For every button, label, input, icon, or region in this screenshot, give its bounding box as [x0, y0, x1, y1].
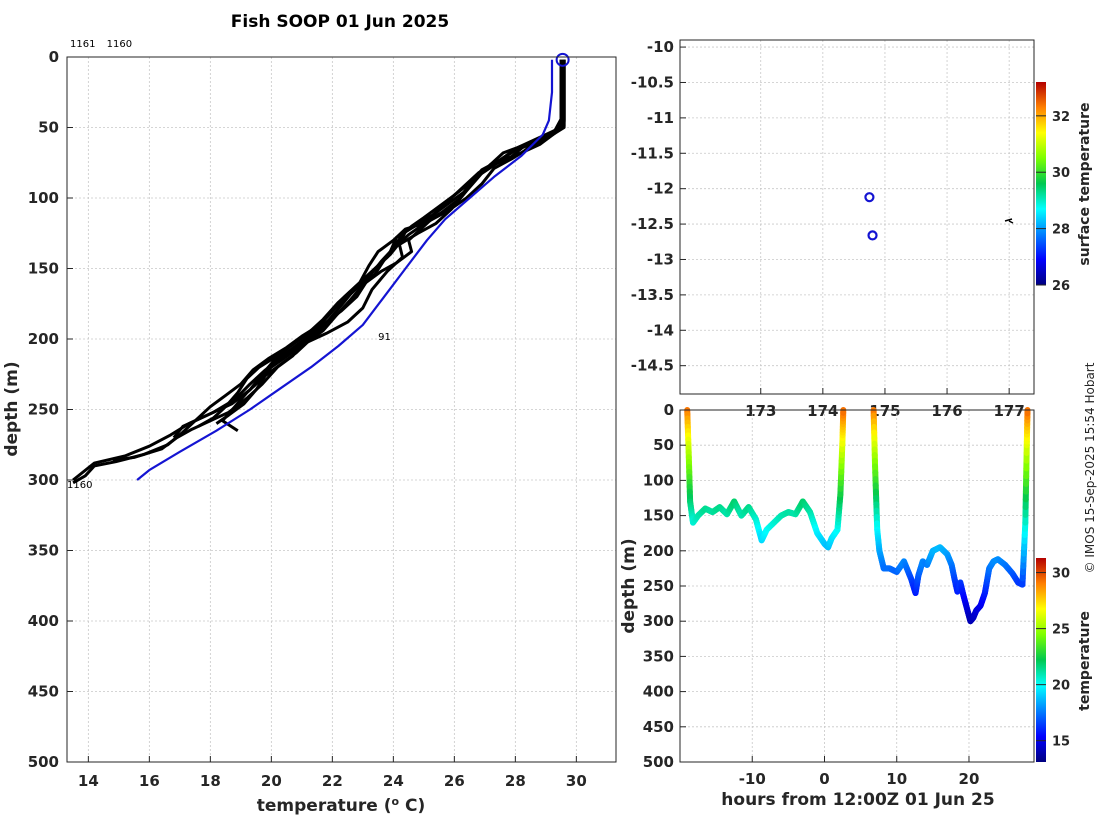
lon-tick-label: 176 [931, 402, 962, 420]
x-tick-label: 14 [78, 772, 99, 790]
hours-axis-label: hours from 12:00Z 01 Jun 25 [721, 790, 994, 810]
profile-annotations: 1161 1160 1160 91 [67, 39, 391, 491]
lat-tick-label: -11.5 [631, 144, 674, 162]
y-tick-label: 400 [28, 612, 59, 630]
colorbar-tick-label: 25 [1052, 623, 1070, 638]
colorbar-tick-label: 15 [1052, 735, 1070, 750]
profile-annotation: 1160 [107, 39, 132, 50]
depth-tick-label: 150 [643, 507, 674, 525]
profile-3-line [72, 59, 566, 485]
depth-tick-label: 100 [643, 471, 674, 489]
profile-annotation: 91 [378, 332, 391, 343]
y-tick-label: 500 [28, 753, 59, 771]
x-tick-label: 22 [322, 772, 343, 790]
map-frame [679, 39, 1035, 395]
profile-panel: Fish SOOP 01 Jun 2025 1161 1160 1160 91 14 1… [2, 12, 617, 817]
climatology-line [136, 59, 554, 481]
profile-grid [67, 56, 616, 763]
temperature-colorbar-label: temperature [1077, 611, 1093, 711]
x-tick-label: 18 [200, 772, 221, 790]
y-tick-label: 150 [28, 260, 59, 278]
depth-tick-label: 400 [643, 683, 674, 701]
depth-tick-label: 500 [643, 753, 674, 771]
profile-2-line [172, 59, 563, 439]
station-marker [867, 230, 878, 241]
station-marker [864, 192, 875, 203]
hours-tick-label: 20 [959, 770, 980, 788]
y-tick-label: 300 [28, 471, 59, 489]
depth-tick-label: 50 [653, 436, 674, 454]
depth-tick-label: 350 [643, 647, 674, 665]
y-tick-label: 250 [28, 401, 59, 419]
x-tick-label: 24 [383, 772, 404, 790]
hours-tick-label: 10 [886, 770, 907, 788]
depth-tick-label: 450 [643, 718, 674, 736]
depth-tick-label: 0 [664, 401, 674, 419]
profile-annotation: 1160 [67, 480, 92, 491]
map-ticks: 173 174 175 176 177 -10 -10.5 -11 -11.5 -12 -12.5 -… [631, 38, 1025, 420]
colorbar-tick-label: 32 [1052, 110, 1070, 125]
colorbar-tick-label: 28 [1052, 223, 1070, 238]
y-tick-label: 200 [28, 330, 59, 348]
surface-temperature-colorbar-label: surface temperature [1077, 102, 1093, 265]
lat-tick-label: -12 [647, 180, 674, 198]
lat-tick-label: -11 [647, 109, 674, 127]
profile-ticks: 14 16 18 20 22 24 26 28 300501001502002503003504… [28, 48, 587, 790]
credit-text: © IMOS 15-Sep-2025 15:54 Hobart [1083, 362, 1097, 573]
depth-time-y-axis-label: depth (m) [619, 538, 639, 633]
lat-tick-label: -10.5 [631, 73, 674, 91]
surface-temperature-colorbar-ticks: 26 28 30 32 [1036, 110, 1070, 294]
temperature-colorbar-ticks: 15 20 25 30 [1036, 567, 1070, 750]
y-tick-label: 350 [28, 542, 59, 560]
x-tick-label: 30 [566, 772, 587, 790]
profile-1-line [72, 59, 566, 482]
lon-tick-label: 177 [994, 402, 1025, 420]
surface-temperature-colorbar [1036, 82, 1046, 285]
lat-tick-label: -13 [647, 250, 674, 268]
depth-time-tracks [684, 407, 1031, 625]
lon-tick-label: 173 [745, 402, 776, 420]
profile-annotation: 1161 [70, 39, 95, 50]
hours-tick-label: -10 [739, 770, 766, 788]
map-grid [680, 40, 1034, 394]
lat-tick-label: -14.5 [631, 357, 674, 375]
lon-tick-label: 175 [869, 402, 900, 420]
lat-tick-label: -13.5 [631, 286, 674, 304]
y-tick-label: 0 [49, 48, 59, 66]
depth-tick-label: 250 [643, 577, 674, 595]
lat-tick-label: -10 [647, 38, 674, 56]
y-tick-label: 100 [28, 189, 59, 207]
colorbar-tick-label: 20 [1052, 679, 1070, 694]
map-points [864, 192, 878, 241]
colorbar-tick-label: 30 [1052, 166, 1070, 181]
x-tick-label: 26 [444, 772, 465, 790]
x-tick-label: 16 [139, 772, 160, 790]
depth-tick-label: 200 [643, 542, 674, 560]
x-tick-label: 20 [261, 772, 282, 790]
y-tick-label: 450 [28, 683, 59, 701]
lat-tick-label: -14 [647, 321, 674, 339]
y-tick-label: 50 [38, 119, 59, 137]
surface-marker [555, 52, 570, 67]
lon-tick-label: 174 [807, 402, 838, 420]
colorbar-tick-label: 26 [1052, 279, 1070, 294]
profile-6-line [112, 59, 566, 462]
island-coastline [1004, 218, 1014, 224]
lat-tick-label: -12.5 [631, 215, 674, 233]
x-tick-label: 28 [505, 772, 526, 790]
map-panel: 173 174 175 176 177 -10 -10.5 -11 -11.5 -12 -12.5 -… [631, 38, 1093, 420]
chart-title: Fish SOOP 01 Jun 2025 [231, 12, 449, 32]
temperature-colorbar [1036, 558, 1046, 762]
profile-series [72, 59, 566, 485]
x-axis-label: temperature (o C) [257, 795, 426, 817]
depth-tick-label: 300 [643, 612, 674, 630]
depth-time-grid [680, 409, 1034, 763]
y-axis-label: depth (m) [2, 361, 22, 456]
hours-tick-label: 0 [819, 770, 829, 788]
colorbar-tick-label: 30 [1052, 567, 1070, 582]
